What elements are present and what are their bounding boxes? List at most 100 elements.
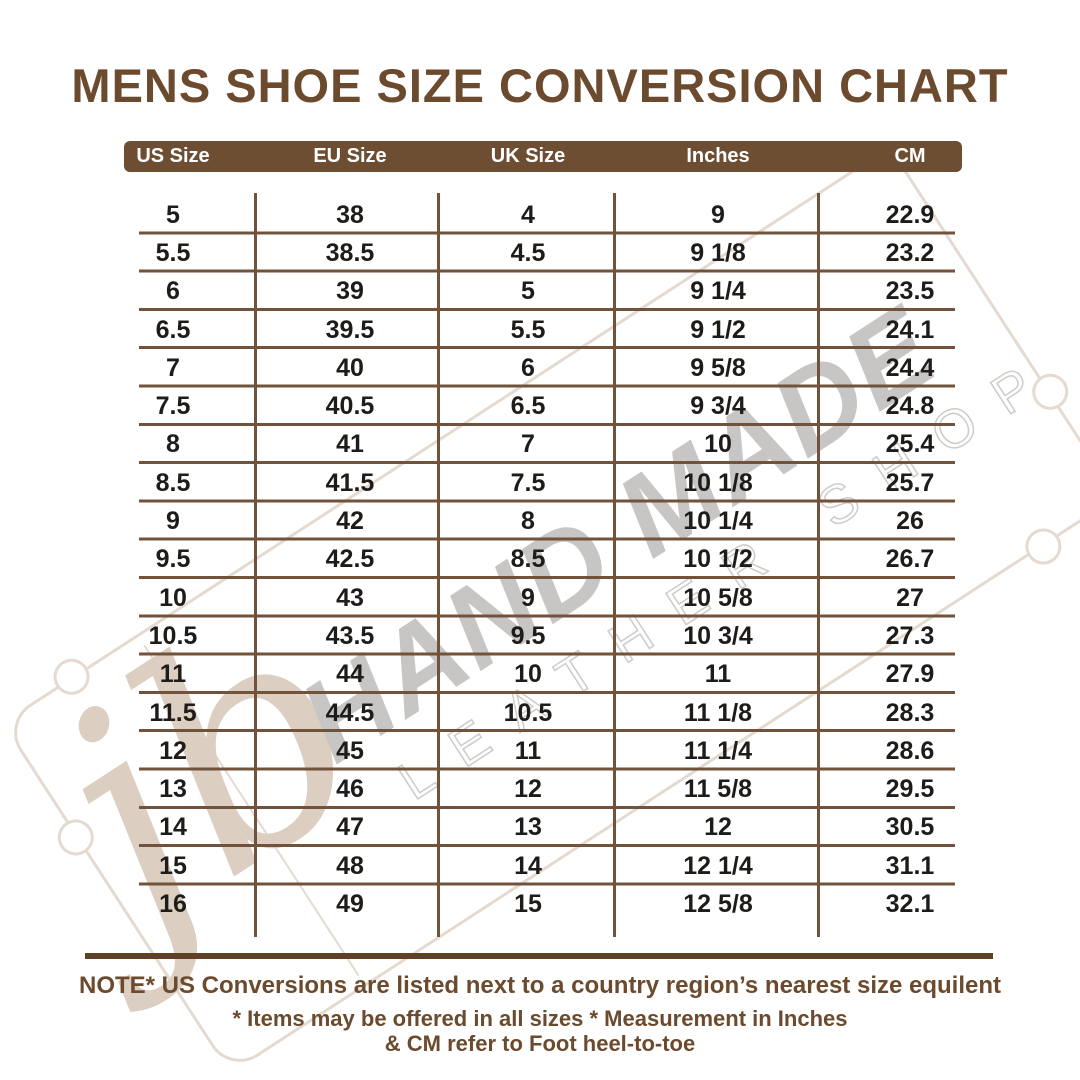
cell-us-size: 15 [159, 851, 187, 880]
column-header-cm: CM [894, 145, 926, 167]
table-row: 16 49 15 12 5/8 32.1 [124, 885, 962, 923]
cell-cm: 24.4 [885, 353, 935, 382]
table-row: 10 43 9 10 5/8 27 [124, 579, 962, 617]
cell-cm: 22.9 [885, 200, 935, 229]
cell-cm: 28.6 [885, 736, 935, 765]
cell-us-size: 5 [166, 200, 180, 229]
table-row: 7 40 6 9 5/8 24.4 [124, 349, 962, 387]
cell-inches: 10 3/4 [683, 621, 753, 650]
table-row: 13 46 12 11 5/8 29.5 [124, 770, 962, 808]
cell-cm: 23.5 [885, 277, 935, 306]
cell-us-size: 10.5 [148, 621, 198, 650]
cell-us-size: 12 [159, 736, 187, 765]
cell-uk-size: 12 [514, 775, 542, 804]
cell-eu-size: 44.5 [325, 698, 375, 727]
cell-uk-size: 7 [521, 430, 535, 459]
cell-cm: 31.1 [885, 851, 935, 880]
cell-us-size: 14 [159, 813, 187, 842]
cell-inches: 10 [704, 430, 732, 459]
size-table-body: 5 38 4 9 22.9 5.5 38.5 4.5 9 1/8 23.2 6 … [124, 196, 962, 924]
table-row: 14 47 13 12 30.5 [124, 809, 962, 847]
cell-us-size: 6 [166, 277, 180, 306]
cell-cm: 27.3 [885, 621, 935, 650]
cell-uk-size: 10 [514, 660, 542, 689]
table-column-divider [613, 193, 616, 937]
cell-eu-size: 38 [336, 200, 364, 229]
cell-eu-size: 43.5 [325, 621, 375, 650]
cell-eu-size: 39 [336, 277, 364, 306]
cell-cm: 25.7 [885, 468, 935, 497]
cell-eu-size: 44 [336, 660, 364, 689]
cell-inches: 11 1/4 [683, 736, 753, 765]
cell-us-size: 9.5 [155, 545, 191, 574]
table-row: 15 48 14 12 1/4 31.1 [124, 847, 962, 885]
column-header-uk-size: UK Size [490, 145, 566, 167]
cell-eu-size: 46 [336, 775, 364, 804]
cell-us-size: 13 [159, 775, 187, 804]
cell-us-size: 9 [166, 507, 180, 536]
cell-eu-size: 39.5 [325, 315, 375, 344]
cell-cm: 29.5 [885, 775, 935, 804]
cell-us-size: 7.5 [155, 392, 191, 421]
cell-inches: 10 5/8 [683, 583, 753, 612]
note-line-2: * Items may be offered in all sizes * Me… [232, 1006, 848, 1031]
cell-inches: 9 3/4 [690, 392, 746, 421]
cell-cm: 24.1 [885, 315, 935, 344]
cell-uk-size: 9.5 [510, 621, 546, 650]
table-row: 7.5 40.5 6.5 9 3/4 24.8 [124, 387, 962, 425]
cell-eu-size: 38.5 [325, 238, 375, 267]
note-line-1: NOTE* US Conversions are listed next to … [78, 972, 1002, 999]
note-line-3: & CM refer to Foot heel-to-toe [384, 1031, 696, 1056]
cell-eu-size: 42.5 [325, 545, 375, 574]
cell-inches: 9 [711, 200, 725, 229]
table-row: 10.5 43.5 9.5 10 3/4 27.3 [124, 617, 962, 655]
cell-uk-size: 11 [514, 736, 542, 765]
cell-inches: 9 1/4 [690, 277, 746, 306]
table-row: 11 44 10 11 27.9 [124, 656, 962, 694]
cell-inches: 10 1/8 [683, 468, 753, 497]
cell-uk-size: 4.5 [510, 238, 546, 267]
cell-cm: 26.7 [885, 545, 935, 574]
cell-eu-size: 41.5 [325, 468, 375, 497]
cell-cm: 32.1 [885, 889, 935, 918]
table-row: 8.5 41.5 7.5 10 1/8 25.7 [124, 464, 962, 502]
table-column-divider [817, 193, 820, 937]
table-row: 5 38 4 9 22.9 [124, 196, 962, 234]
column-header-inches: Inches [686, 145, 750, 167]
table-row: 5.5 38.5 4.5 9 1/8 23.2 [124, 234, 962, 272]
cell-eu-size: 47 [336, 813, 364, 842]
cell-eu-size: 40.5 [325, 392, 375, 421]
cell-us-size: 11 [159, 660, 187, 689]
cell-us-size: 8.5 [155, 468, 191, 497]
cell-cm: 30.5 [885, 813, 935, 842]
cell-uk-size: 8.5 [510, 545, 546, 574]
cell-inches: 11 [704, 660, 732, 689]
table-row: 8 41 7 10 25.4 [124, 426, 962, 464]
cell-cm: 27 [896, 583, 924, 612]
table-row: 6 39 5 9 1/4 23.5 [124, 273, 962, 311]
cell-us-size: 6.5 [155, 315, 191, 344]
cell-uk-size: 10.5 [503, 698, 553, 727]
cell-us-size: 5.5 [155, 238, 191, 267]
cell-inches: 11 1/8 [683, 698, 753, 727]
table-header-row: US Size EU Size UK Size Inches CM [124, 141, 962, 172]
cell-uk-size: 13 [514, 813, 542, 842]
cell-cm: 25.4 [885, 430, 935, 459]
cell-us-size: 16 [159, 889, 187, 918]
cell-eu-size: 41 [336, 430, 364, 459]
cell-uk-size: 6 [521, 353, 535, 382]
cell-uk-size: 8 [521, 507, 535, 536]
cell-cm: 26 [896, 507, 924, 536]
cell-eu-size: 49 [336, 889, 364, 918]
page-title: MENS SHOE SIZE CONVERSION CHART [71, 59, 1009, 112]
cell-inches: 9 1/2 [690, 315, 746, 344]
cell-uk-size: 5.5 [510, 315, 546, 344]
cell-cm: 27.9 [885, 660, 935, 689]
column-header-us-size: US Size [136, 145, 210, 167]
table-row: 11.5 44.5 10.5 11 1/8 28.3 [124, 694, 962, 732]
cell-inches: 10 1/4 [683, 507, 753, 536]
cell-uk-size: 4 [521, 200, 535, 229]
cell-uk-size: 9 [521, 583, 535, 612]
